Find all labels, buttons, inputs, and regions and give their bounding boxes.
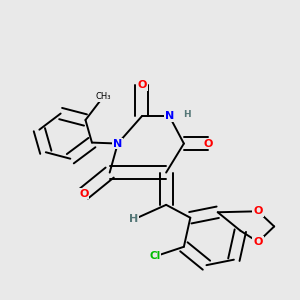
Text: H: H xyxy=(183,110,190,119)
Text: O: O xyxy=(254,206,263,216)
Text: N: N xyxy=(113,139,122,148)
Text: O: O xyxy=(203,139,213,148)
Text: O: O xyxy=(79,188,88,199)
Text: N: N xyxy=(165,111,174,121)
Text: O: O xyxy=(137,80,147,91)
Text: Cl: Cl xyxy=(149,251,160,262)
Text: O: O xyxy=(254,237,263,247)
Text: H: H xyxy=(129,214,139,224)
Text: CH₃: CH₃ xyxy=(95,92,111,101)
